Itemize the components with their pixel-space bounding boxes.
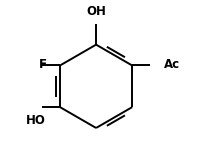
Text: F: F <box>39 58 47 71</box>
Text: OH: OH <box>86 5 105 18</box>
Text: HO: HO <box>26 114 45 127</box>
Text: Ac: Ac <box>163 58 180 71</box>
